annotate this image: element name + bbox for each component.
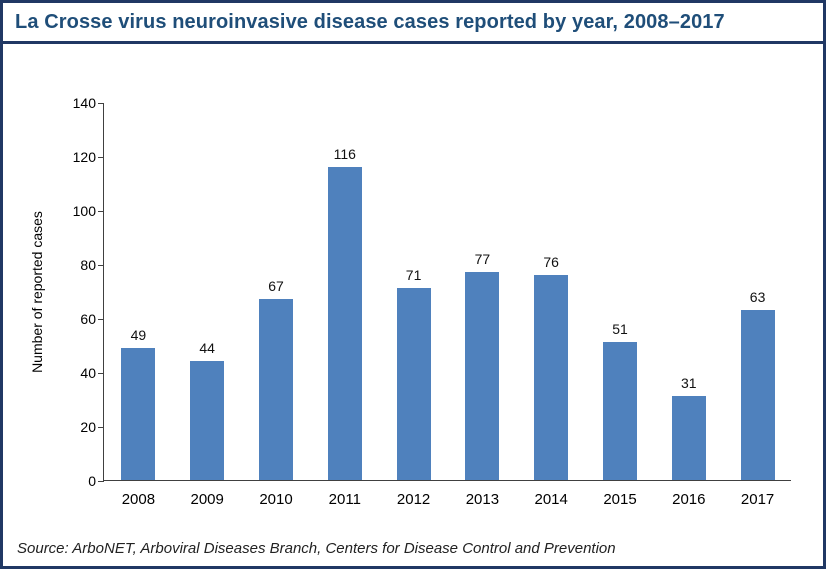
x-tick-label-2009: 2009 bbox=[190, 491, 224, 508]
bar-value-label-2016: 31 bbox=[681, 375, 697, 391]
bar-value-label-2017: 63 bbox=[749, 289, 766, 305]
y-tick-label-0: 0 bbox=[88, 473, 96, 489]
bar-value-label-2009: 44 bbox=[199, 340, 215, 356]
x-tick-label-2017: 2017 bbox=[740, 491, 775, 508]
bar-2016 bbox=[671, 396, 706, 480]
bar-value-label-2011: 116 bbox=[333, 146, 356, 162]
source-text: Source: ArboNET, Arboviral Diseases Bran… bbox=[17, 540, 616, 557]
y-tick-label-120: 120 bbox=[72, 149, 96, 165]
bar-value-label-2010: 67 bbox=[268, 278, 284, 294]
y-tick-mark-40 bbox=[98, 372, 104, 374]
x-tick-label-2012: 2012 bbox=[396, 491, 431, 508]
x-tick-label-2014: 2014 bbox=[534, 491, 568, 508]
bar-value-label-2013: 77 bbox=[474, 251, 491, 267]
bar-2014 bbox=[534, 275, 569, 480]
bar-value-label-2014: 76 bbox=[543, 254, 559, 270]
bar-2011 bbox=[327, 167, 362, 480]
bar-2013 bbox=[465, 272, 500, 480]
y-tick-mark-140 bbox=[98, 102, 104, 104]
bar-2012 bbox=[396, 288, 431, 480]
bar-value-label-2008: 49 bbox=[130, 327, 147, 343]
bar-2017 bbox=[740, 310, 775, 480]
y-tick-label-140: 140 bbox=[72, 95, 96, 111]
y-tick-mark-100 bbox=[98, 210, 104, 212]
bar-value-label-2015: 51 bbox=[612, 321, 628, 337]
x-tick-label-2010: 2010 bbox=[259, 491, 293, 508]
bar-2009 bbox=[190, 361, 225, 480]
y-tick-label-80: 80 bbox=[80, 257, 96, 273]
x-tick-label-2011: 2011 bbox=[328, 491, 361, 508]
y-tick-label-100: 100 bbox=[72, 203, 96, 219]
bar-value-label-2012: 71 bbox=[405, 267, 422, 283]
chart-title: La Crosse virus neuroinvasive disease ca… bbox=[3, 3, 823, 44]
y-tick-mark-20 bbox=[98, 426, 104, 428]
x-tick-label-2013: 2013 bbox=[465, 491, 500, 508]
bar-2008 bbox=[121, 348, 156, 480]
bar-2015 bbox=[603, 342, 637, 480]
y-tick-mark-0 bbox=[98, 480, 104, 482]
y-tick-mark-80 bbox=[98, 264, 104, 266]
plot-area: 0 20 40 60 80 100 120 140 49 2008 44 2009 67 2010 116 2… bbox=[73, 95, 791, 508]
y-tick-label-60: 60 bbox=[80, 311, 96, 327]
y-tick-label-40: 40 bbox=[80, 365, 96, 381]
y-tick-mark-120 bbox=[98, 156, 104, 158]
bar-2010 bbox=[259, 299, 293, 480]
y-tick-label-20: 20 bbox=[80, 419, 96, 435]
x-tick-label-2008: 2008 bbox=[121, 491, 156, 508]
x-tick-label-2015: 2015 bbox=[603, 491, 637, 508]
x-tick-label-2016: 2016 bbox=[672, 491, 706, 508]
y-axis-title: Number of reported cases bbox=[29, 211, 45, 373]
y-tick-mark-60 bbox=[98, 318, 104, 320]
